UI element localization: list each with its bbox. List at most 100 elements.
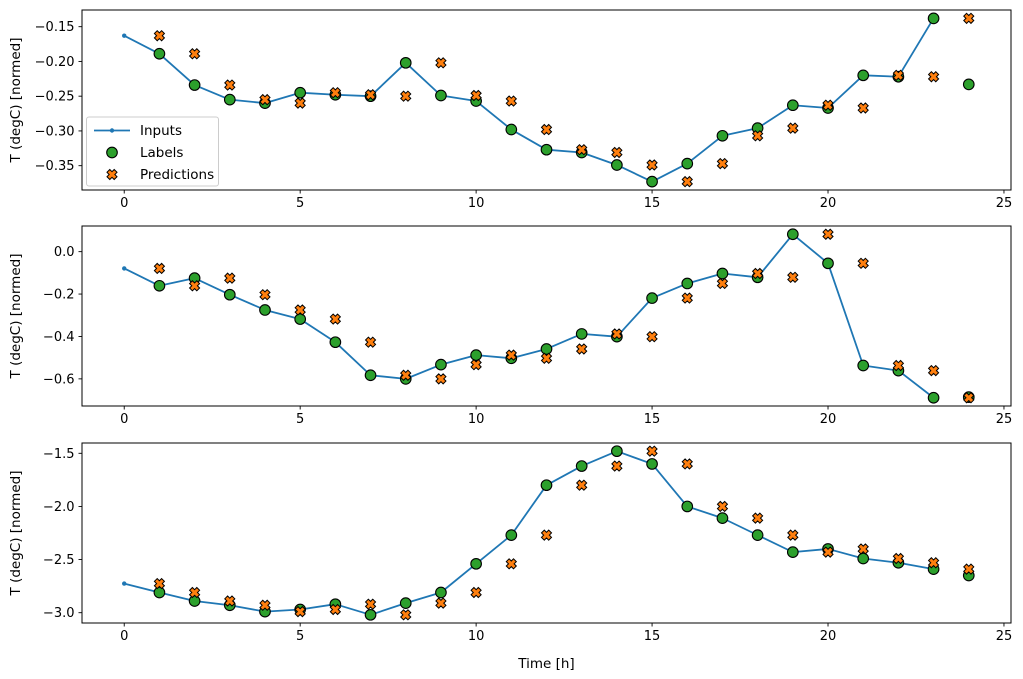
labels-marker-circle xyxy=(927,12,940,25)
predictions-marker-x xyxy=(963,563,975,575)
legend-label-labels: Labels xyxy=(140,145,183,161)
labels-marker-circle xyxy=(962,78,975,91)
x-tick-label: 0 xyxy=(120,412,128,427)
predictions-marker-x xyxy=(963,392,975,404)
labels-marker-circle xyxy=(364,369,377,382)
inputs-marker-dot xyxy=(122,33,127,38)
legend-label-predictions: Predictions xyxy=(140,167,214,183)
labels-marker-circle xyxy=(399,56,412,69)
y-tick-label: −2.5 xyxy=(43,553,75,568)
labels-marker-circle xyxy=(857,552,870,565)
predictions-marker-x xyxy=(892,69,905,82)
labels-marker-circle xyxy=(505,123,518,136)
predictions-marker-x xyxy=(681,175,693,188)
inputs-marker-dot xyxy=(122,581,127,586)
predictions-marker-x xyxy=(259,288,271,301)
inputs-marker-dot xyxy=(122,266,127,271)
labels-marker-circle xyxy=(435,586,447,599)
predictions-marker-x xyxy=(716,500,729,513)
labels-marker-circle xyxy=(435,89,447,102)
predictions-marker-x xyxy=(294,304,306,316)
predictions-marker-x xyxy=(188,280,201,292)
labels-marker-circle xyxy=(540,343,553,355)
predictions-marker-x xyxy=(188,48,201,60)
legend-inputs-dot xyxy=(109,128,115,133)
x-tick-label: 5 xyxy=(296,412,304,427)
predictions-marker-x xyxy=(153,262,166,275)
predictions-marker-x xyxy=(435,597,447,609)
predictions-markers xyxy=(153,445,975,621)
labels-marker-circle xyxy=(470,349,482,361)
x-tick-label: 5 xyxy=(296,629,304,644)
labels-marker-circle xyxy=(646,458,658,470)
y-tick-label: −1.5 xyxy=(43,447,75,462)
y-tick-label: −0.4 xyxy=(43,330,75,345)
y-tick-label: −0.35 xyxy=(35,159,75,174)
y-tick-label: −0.25 xyxy=(35,90,75,105)
labels-marker-circle xyxy=(927,391,940,404)
predictions-marker-x xyxy=(892,552,905,565)
y-tick-label: −2.0 xyxy=(43,500,75,515)
predictions-marker-x xyxy=(575,479,588,491)
labels-marker-circle xyxy=(611,445,623,458)
labels-marker-circle xyxy=(681,500,694,513)
labels-marker-circle xyxy=(786,546,799,558)
predictions-marker-x xyxy=(575,343,588,355)
predictions-marker-x xyxy=(575,143,588,156)
predictions-marker-x xyxy=(259,599,271,611)
predictions-markers xyxy=(153,228,975,404)
predictions-marker-x xyxy=(294,605,306,618)
predictions-marker-x xyxy=(927,364,940,377)
predictions-marker-x xyxy=(329,313,342,325)
predictions-marker-x xyxy=(188,586,201,599)
x-tick-label: 25 xyxy=(996,629,1013,644)
x-tick-label: 10 xyxy=(468,196,485,211)
x-tick-label: 15 xyxy=(644,196,661,211)
x-tick-label: 0 xyxy=(120,196,128,211)
legend-box xyxy=(86,116,219,187)
y-tick-label: −0.15 xyxy=(35,20,75,35)
predictions-marker-x xyxy=(681,292,693,304)
axes-spines xyxy=(81,225,1012,407)
x-tick-label: 10 xyxy=(468,629,485,644)
x-tick-label: 0 xyxy=(120,629,128,644)
labels-marker-circle xyxy=(786,99,799,112)
labels-marker-circle xyxy=(329,336,342,349)
predictions-marker-x xyxy=(400,609,412,621)
labels-marker-circle xyxy=(786,228,799,241)
legend: Inputs Labels Predictions xyxy=(86,116,219,187)
predictions-marker-x xyxy=(153,29,166,42)
y-tick-label: 0.0 xyxy=(54,245,75,260)
predictions-marker-x xyxy=(224,595,236,607)
labels-marker-circle xyxy=(153,586,166,599)
predictions-marker-x xyxy=(646,330,658,343)
labels-marker-circle xyxy=(540,143,553,156)
legend-predictions-marker xyxy=(106,168,118,181)
labels-marker-circle xyxy=(259,304,271,316)
labels-marker-circle xyxy=(857,69,870,82)
legend-labels-marker xyxy=(106,146,118,159)
x-tick-label: 5 xyxy=(296,196,304,211)
predictions-marker-x xyxy=(857,102,869,114)
predictions-marker-x xyxy=(224,272,236,284)
labels-marker-circle xyxy=(294,86,307,99)
predictions-marker-x xyxy=(611,460,623,472)
predictions-marker-x xyxy=(400,90,412,102)
predictions-marker-x xyxy=(470,358,482,371)
x-tick-label: 20 xyxy=(820,196,837,211)
predictions-marker-x xyxy=(646,159,658,171)
predictions-marker-x xyxy=(787,529,799,541)
labels-marker-circle xyxy=(646,292,658,304)
x-axis-label: Time [h] xyxy=(517,656,574,672)
predictions-marker-x xyxy=(435,373,447,385)
predictions-marker-x xyxy=(822,99,834,111)
labels-marker-circle xyxy=(540,479,553,492)
x-tick-label: 25 xyxy=(996,196,1013,211)
predictions-marker-x xyxy=(751,130,764,142)
predictions-marker-x xyxy=(259,93,271,106)
predictions-marker-x xyxy=(329,86,342,99)
x-tick-label: 15 xyxy=(644,412,661,427)
inputs-line xyxy=(123,450,935,616)
predictions-marker-x xyxy=(329,603,342,616)
